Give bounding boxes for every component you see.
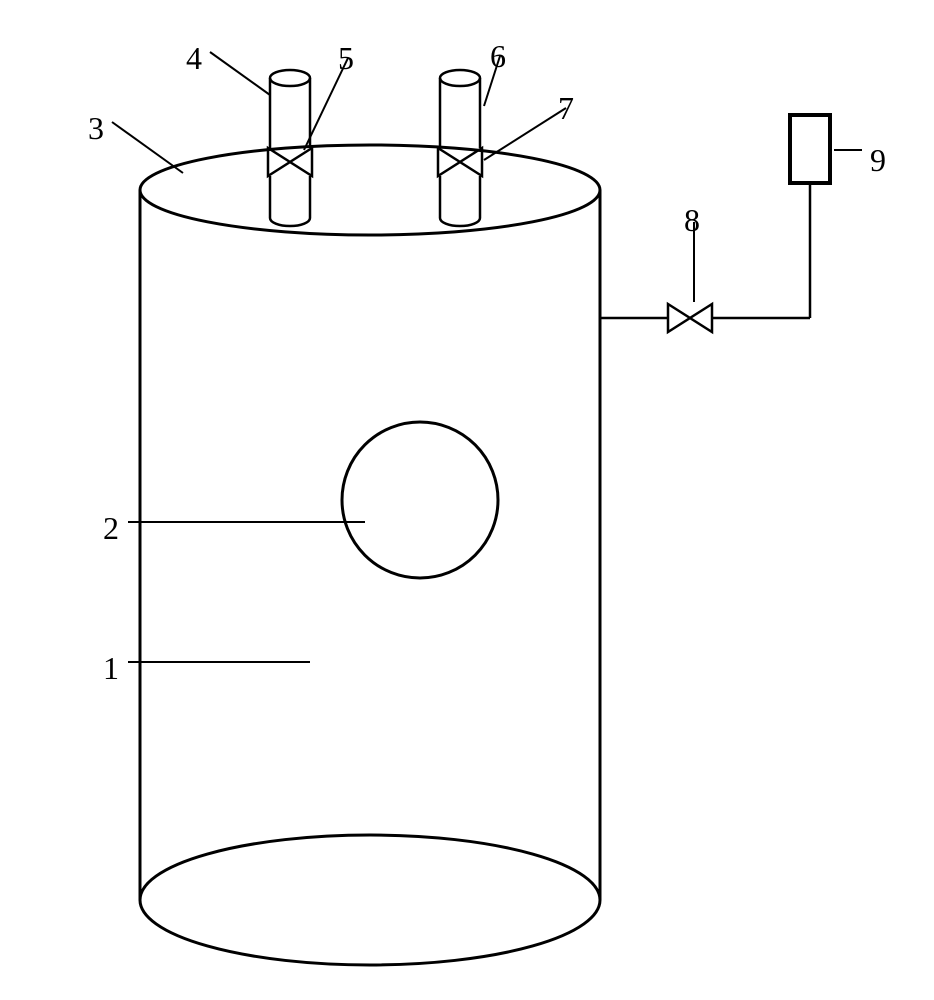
cylinder-top-ellipse [140, 145, 600, 235]
pipe-left-valve-right [290, 148, 312, 176]
label-3: 3 [88, 110, 104, 147]
label-8: 8 [684, 202, 700, 239]
label-5: 5 [338, 40, 354, 77]
leader-7 [484, 108, 566, 160]
pipe-right-valve-left [438, 148, 460, 176]
side-valve-right [690, 304, 712, 332]
label-7: 7 [558, 90, 574, 127]
leader-3 [112, 122, 183, 173]
pipe-right-top [440, 70, 480, 86]
leader-4 [210, 52, 270, 95]
viewport-window [342, 422, 498, 578]
box-9 [790, 115, 830, 183]
pipe-left-valve-left [268, 148, 290, 176]
pipe-left-bottom-arc [270, 218, 310, 226]
pipe-right-bottom-arc [440, 218, 480, 226]
label-1: 1 [103, 650, 119, 687]
diagram-canvas [0, 0, 934, 1000]
pipe-right-valve-right [460, 148, 482, 176]
pipe-left-top [270, 70, 310, 86]
label-9: 9 [870, 142, 886, 179]
label-2: 2 [103, 510, 119, 547]
side-valve-left [668, 304, 690, 332]
label-4: 4 [186, 40, 202, 77]
cylinder-bottom-ellipse [140, 835, 600, 965]
label-6: 6 [490, 38, 506, 75]
